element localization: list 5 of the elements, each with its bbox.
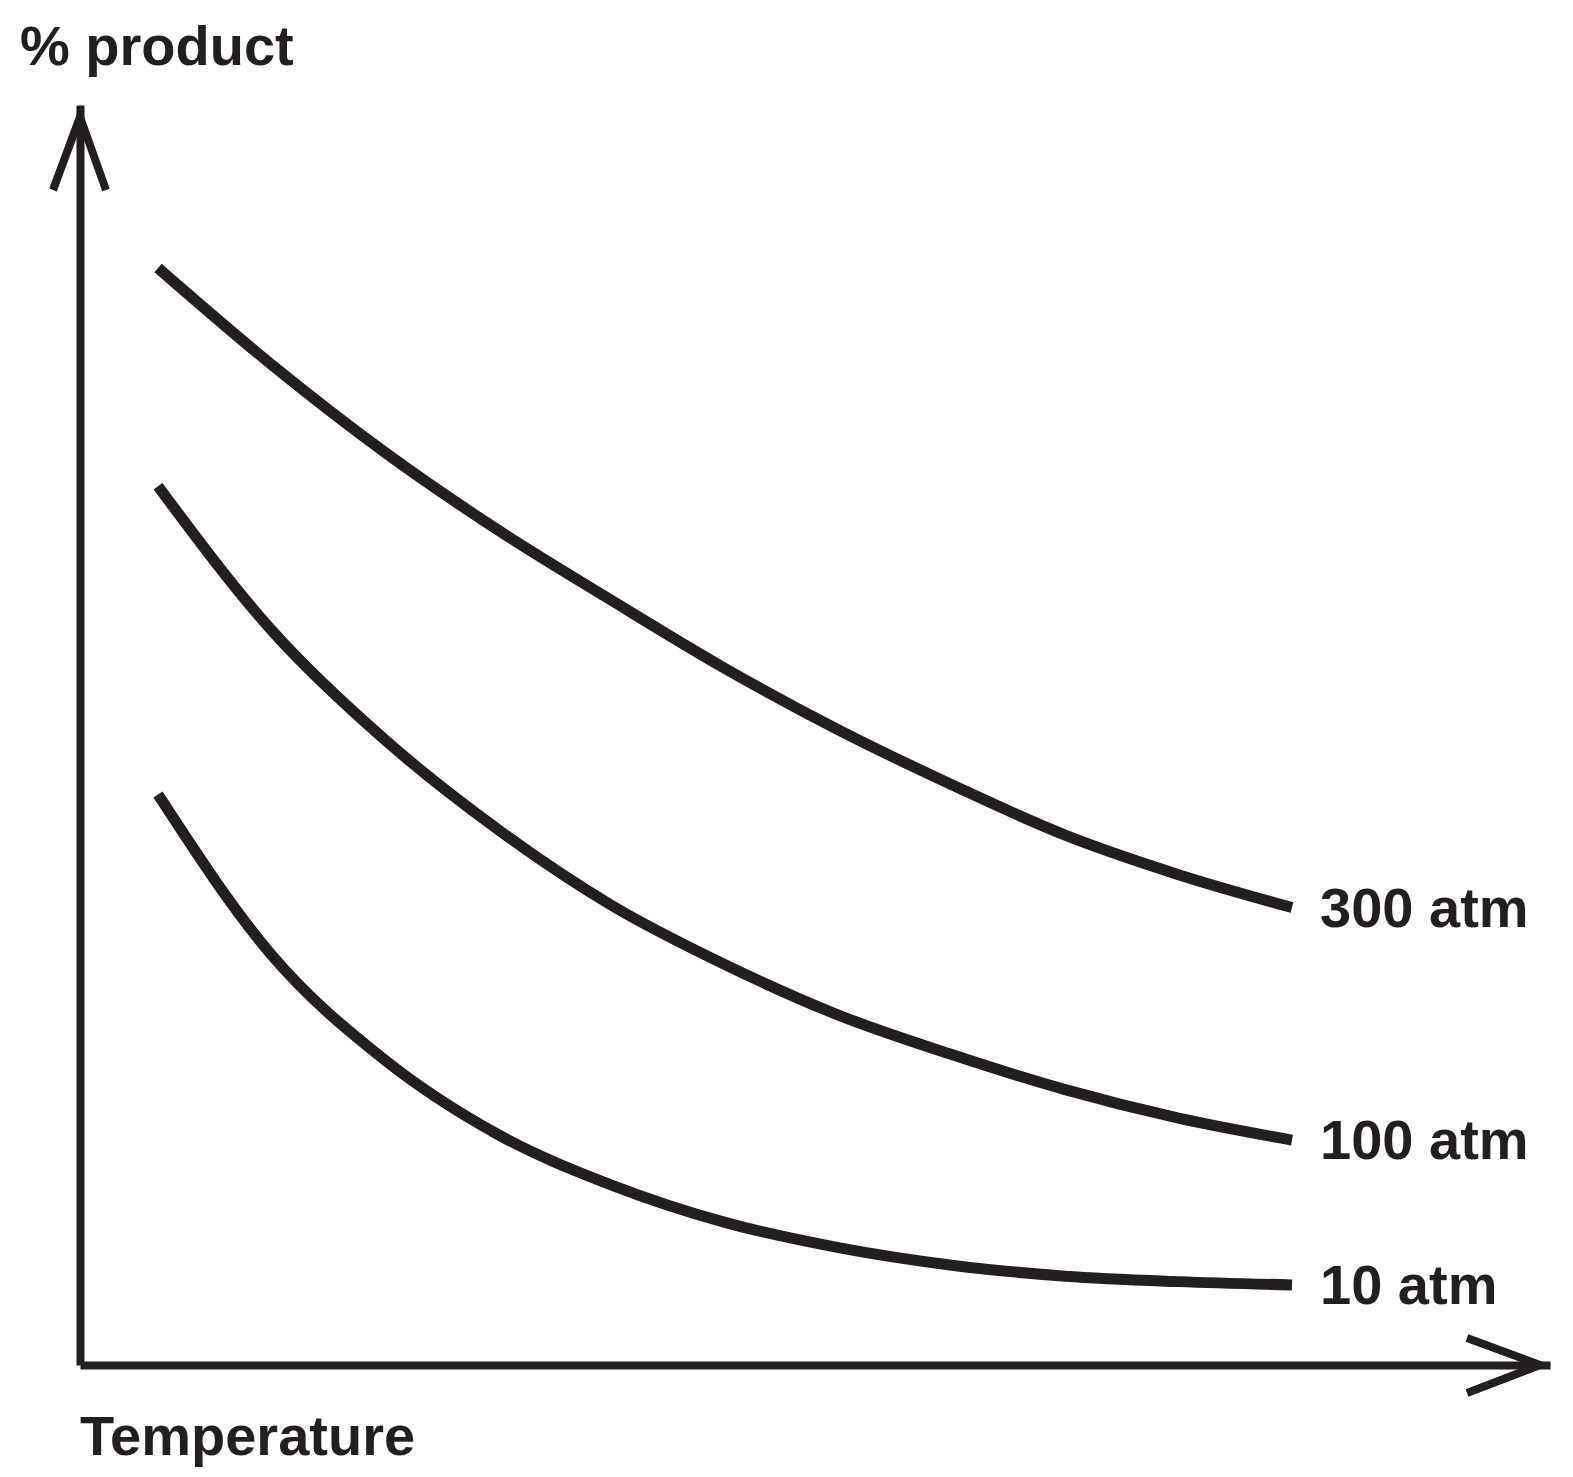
series-label: 300 atm: [1320, 875, 1529, 939]
series-label: 100 atm: [1320, 1108, 1529, 1172]
series-label: 10 atm: [1320, 1252, 1498, 1316]
x-axis-title: Temperature: [80, 1404, 416, 1467]
y-axis-title: % product: [20, 14, 294, 77]
